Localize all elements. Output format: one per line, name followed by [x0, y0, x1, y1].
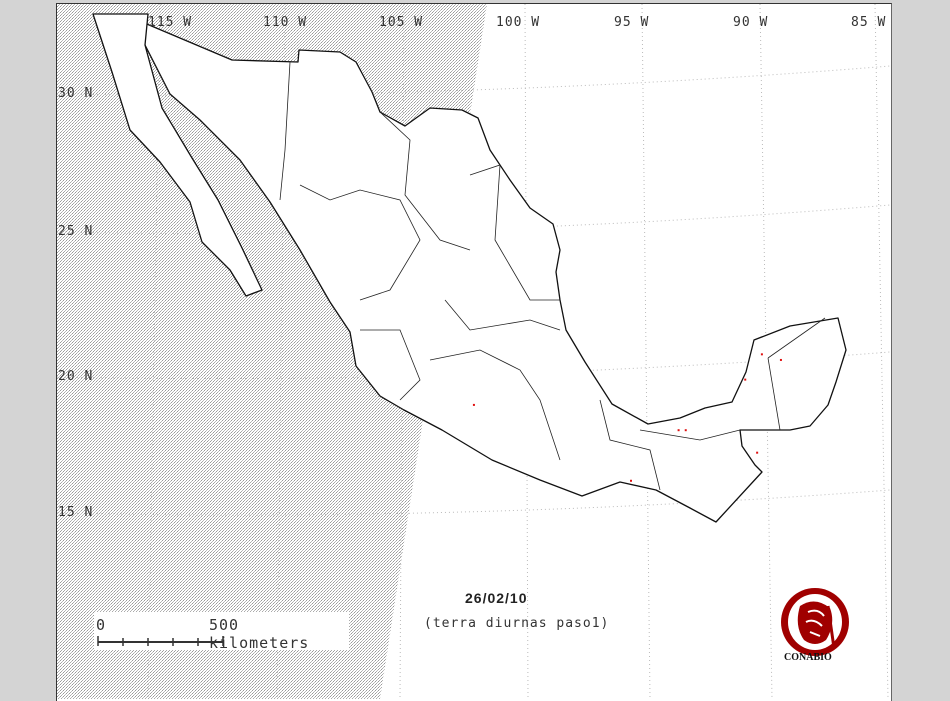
parallel [56, 204, 891, 234]
map-date: 26/02/10 [465, 590, 528, 606]
lon-label: 115 W [148, 15, 193, 30]
hotspot-layer [472, 353, 782, 482]
parallel [56, 489, 891, 516]
hotspot-point [630, 479, 632, 482]
mexico-outline [92, 13, 847, 523]
hotspot-point [472, 403, 475, 406]
scale-legend: 0 500 kilometers [94, 612, 349, 652]
hotspot-point [677, 429, 680, 432]
lat-label: 15 N [58, 505, 94, 520]
lat-label: 20 N [58, 369, 94, 384]
meridian [641, 3, 651, 700]
lon-label: 90 W [733, 15, 769, 30]
scale-start-label: 0 [96, 616, 107, 634]
meridian [874, 3, 889, 700]
hotspot-point [744, 378, 747, 381]
lat-label: 30 N [58, 86, 94, 101]
logo-text: CONABIO [784, 652, 832, 663]
parallel [56, 65, 891, 96]
scale-end-label: 500 kilometers [209, 616, 310, 652]
lon-label: 85 W [851, 15, 887, 30]
map-subtitle: (terra diurnas paso1) [424, 616, 610, 631]
scale-bar-graphic [97, 636, 224, 646]
hotspot-point [760, 353, 763, 356]
conabio-logo [781, 588, 849, 656]
lat-label: 25 N [58, 224, 94, 239]
hotspot-point [684, 429, 687, 432]
state-borders [279, 61, 826, 491]
baja-california [92, 13, 263, 297]
lon-label: 100 W [496, 15, 541, 30]
hotspot-point [756, 451, 759, 454]
lon-label: 110 W [263, 15, 308, 30]
mainland [141, 21, 847, 523]
lon-label: 105 W [379, 15, 424, 30]
hotspot-point [779, 358, 782, 361]
lon-label: 95 W [614, 15, 650, 30]
